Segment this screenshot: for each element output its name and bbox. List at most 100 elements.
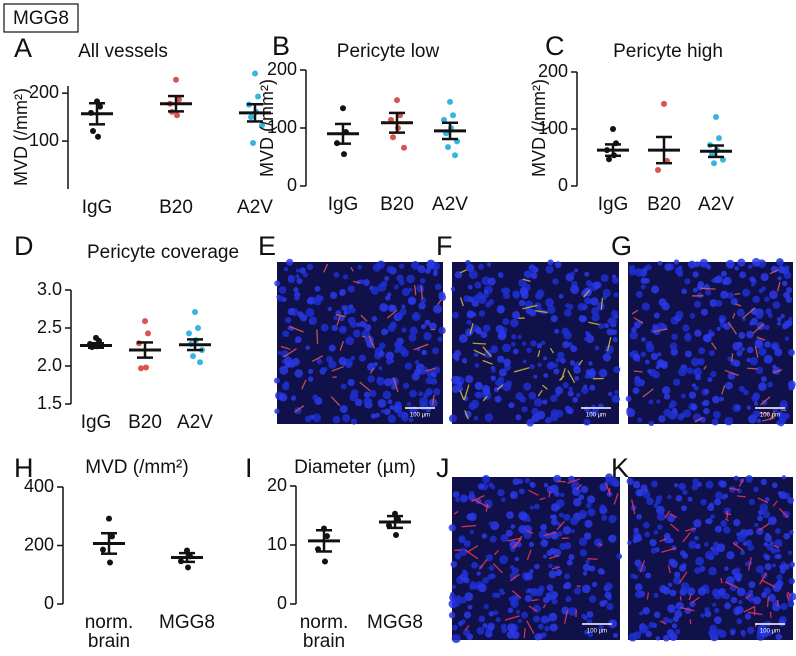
nucleus <box>564 573 570 580</box>
nucleus <box>645 264 652 271</box>
nucleus <box>656 399 661 404</box>
nucleus <box>482 623 488 629</box>
nucleus <box>339 405 348 414</box>
nucleus <box>465 375 474 384</box>
nucleus <box>476 391 484 399</box>
vessel <box>776 281 781 292</box>
vessel <box>735 303 742 307</box>
nucleus <box>579 549 587 557</box>
nucleus <box>774 348 783 357</box>
nucleus <box>584 629 590 635</box>
nucleus <box>498 368 507 377</box>
nucleus <box>361 329 371 338</box>
nucleus <box>733 475 739 481</box>
nucleus <box>523 531 532 540</box>
vessel <box>766 596 769 608</box>
vessel <box>289 325 304 333</box>
nucleus <box>720 520 728 527</box>
nucleus <box>328 344 336 352</box>
vessel <box>737 495 746 498</box>
nucleus <box>385 351 395 361</box>
vessel <box>743 606 755 613</box>
nucleus <box>784 265 790 271</box>
panel-letter: K <box>611 453 629 483</box>
nucleus <box>510 599 519 608</box>
nucleus <box>584 519 593 528</box>
nucleus <box>737 258 746 267</box>
nucleus <box>765 308 772 315</box>
nucleus <box>611 309 619 318</box>
nucleus <box>760 478 767 486</box>
vessel <box>732 312 736 319</box>
nucleus <box>718 587 726 596</box>
nucleus <box>709 628 718 638</box>
nucleus <box>548 570 557 579</box>
vessel <box>323 263 329 273</box>
nucleus <box>356 322 361 328</box>
nucleus <box>650 352 658 361</box>
nucleus <box>753 392 759 398</box>
data-point <box>250 140 256 147</box>
nucleus <box>605 478 610 483</box>
nucleus <box>784 413 790 419</box>
nucleus <box>409 326 418 336</box>
nucleus <box>777 276 782 281</box>
nucleus <box>736 341 743 348</box>
nucleus <box>292 358 300 366</box>
nucleus <box>350 355 356 361</box>
nucleus <box>509 546 516 552</box>
data-point <box>441 116 447 123</box>
nucleus <box>775 633 783 641</box>
nucleus <box>528 541 535 548</box>
nucleus <box>400 349 409 358</box>
nucleus <box>585 559 590 564</box>
nucleus <box>313 297 322 306</box>
nucleus <box>284 316 292 324</box>
nucleus <box>570 529 575 534</box>
nucleus <box>432 347 440 355</box>
nucleus <box>673 483 679 488</box>
vessel <box>639 560 646 573</box>
nucleus <box>550 503 560 512</box>
nucleus <box>345 336 355 346</box>
data-point <box>447 98 453 105</box>
nucleus <box>371 315 378 322</box>
nucleus <box>512 478 520 486</box>
nucleus <box>433 304 443 314</box>
nucleus <box>396 274 404 282</box>
nucleus <box>673 259 680 265</box>
nucleus <box>726 551 735 560</box>
nucleus <box>692 478 699 485</box>
nucleus <box>546 549 553 556</box>
nucleus <box>497 331 507 341</box>
nucleus <box>749 321 754 326</box>
nucleus <box>633 321 641 329</box>
nucleus <box>583 532 592 540</box>
nucleus <box>527 588 532 593</box>
nucleus <box>657 352 662 357</box>
nucleus <box>633 353 640 359</box>
nucleus <box>656 524 663 530</box>
nucleus <box>694 567 701 574</box>
nucleus <box>580 485 589 494</box>
y-tick-label: 0 <box>44 593 54 613</box>
chart-title: Pericyte high <box>613 41 723 62</box>
nucleus <box>468 296 475 303</box>
vessel <box>531 598 539 602</box>
nucleus <box>452 352 459 360</box>
vessel <box>528 489 539 496</box>
nucleus <box>737 533 746 543</box>
nucleus <box>411 372 420 381</box>
nucleus <box>691 357 700 367</box>
vessel <box>653 328 668 333</box>
nucleus <box>421 350 427 355</box>
nucleus <box>432 366 441 374</box>
vessel <box>335 314 346 318</box>
nucleus <box>695 556 705 566</box>
nucleus <box>370 286 380 295</box>
data-point <box>716 135 722 142</box>
nucleus <box>583 384 588 389</box>
nucleus <box>524 477 531 484</box>
nucleus <box>635 290 643 298</box>
nucleus <box>511 334 517 340</box>
